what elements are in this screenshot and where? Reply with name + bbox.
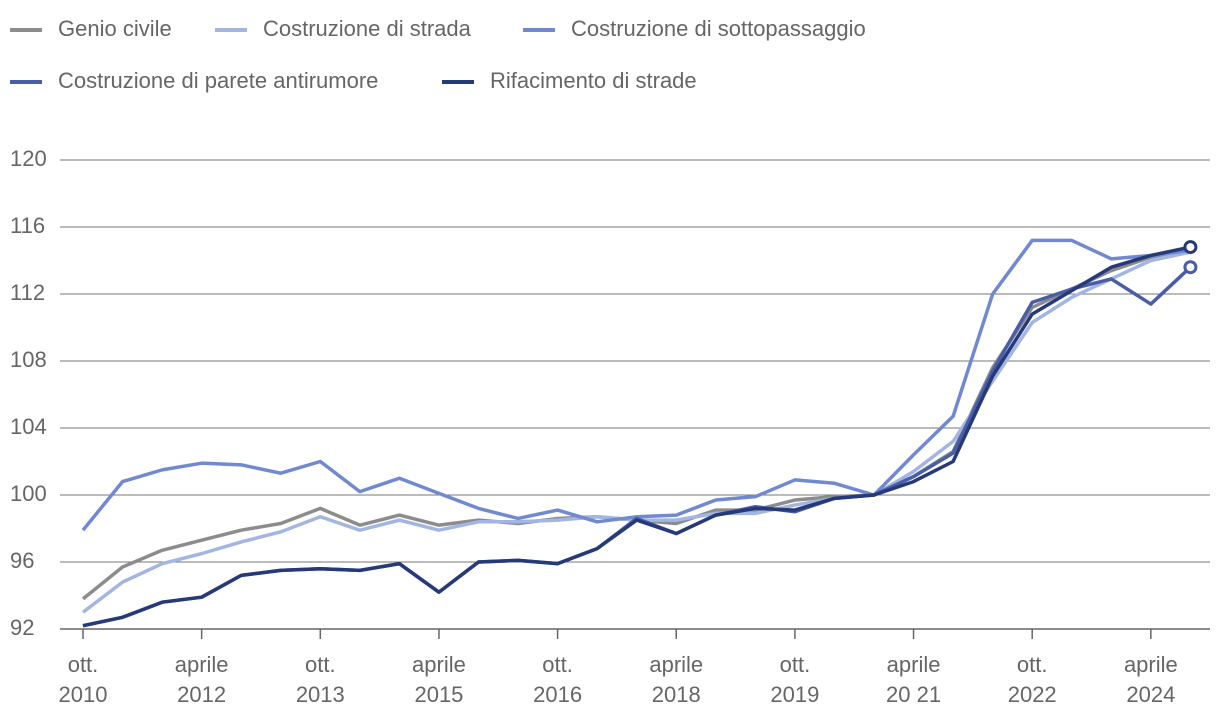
end-marker	[1183, 260, 1198, 275]
y-tick-label: 92	[10, 615, 34, 640]
end-marker	[1183, 240, 1198, 255]
x-tick-label: aprile 2012	[175, 652, 229, 707]
y-tick-label: 96	[10, 548, 34, 573]
x-tick-label: ott. 2022	[1008, 652, 1057, 707]
series-line	[81, 238, 1191, 532]
legend-label: Genio civile	[58, 16, 172, 41]
x-tick-label: ott. 2013	[296, 652, 345, 707]
y-tick-label: 120	[10, 146, 47, 171]
x-tick-label: ott. 2010	[59, 652, 108, 707]
x-tick-label: aprile 2015	[412, 652, 466, 707]
x-tick-label: aprile 20 21	[886, 652, 941, 707]
x-tick-label: aprile 2024	[1124, 652, 1178, 707]
x-tick-label: aprile 2018	[649, 652, 703, 707]
legend-label: Costruzione di parete antirumore	[58, 68, 378, 93]
series-line	[81, 250, 1191, 614]
legend-label: Rifacimento di strade	[490, 68, 697, 93]
y-tick-label: 116	[10, 213, 45, 238]
series-line	[82, 245, 1191, 628]
x-tick-label: ott. 2016	[533, 652, 582, 707]
x-tick-label: ott. 2019	[770, 652, 819, 707]
y-tick-label: 108	[10, 347, 47, 372]
legend-label: Costruzione di sottopassaggio	[571, 16, 866, 41]
legend-label: Costruzione di strada	[263, 16, 472, 41]
series-line	[81, 247, 1191, 601]
y-tick-label: 100	[10, 481, 47, 506]
y-tick-label: 112	[10, 280, 45, 305]
y-tick-label: 104	[10, 414, 47, 439]
